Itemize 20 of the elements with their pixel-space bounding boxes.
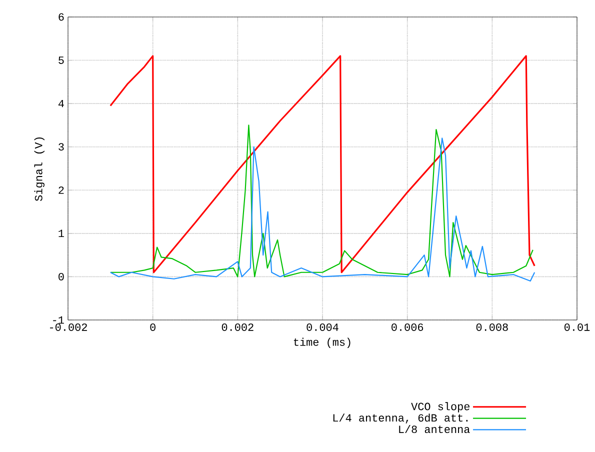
x-tick-label: 0.006 xyxy=(392,324,424,331)
y-tick-label: 6 xyxy=(58,13,64,21)
x-tick-label: 0.01 xyxy=(564,324,590,331)
x-tick-label: 0.004 xyxy=(306,324,338,331)
y-tick-label: 0 xyxy=(58,272,64,280)
y-tick-label: -1 xyxy=(53,316,64,324)
x-tick-label: -0.002 xyxy=(50,324,87,331)
y-tick-label: 5 xyxy=(58,56,64,64)
y-axis-title: Signal (V) xyxy=(34,137,44,201)
legend-label: L/8 antenna xyxy=(399,425,470,434)
x-tick-label: 0.008 xyxy=(476,324,508,331)
legend-label: L/4 antenna, 6dB att. xyxy=(333,414,468,424)
x-tick-label: 0 xyxy=(150,324,156,331)
y-tick-label: 2 xyxy=(58,186,64,194)
legend-label: VCO slope xyxy=(411,402,470,412)
y-tick-label: 4 xyxy=(58,100,64,108)
y-tick-label: 1 xyxy=(58,230,64,238)
x-axis-title: time (ms) xyxy=(294,338,350,348)
x-tick-label: 0.002 xyxy=(222,324,254,331)
y-tick-label: 3 xyxy=(58,143,64,151)
